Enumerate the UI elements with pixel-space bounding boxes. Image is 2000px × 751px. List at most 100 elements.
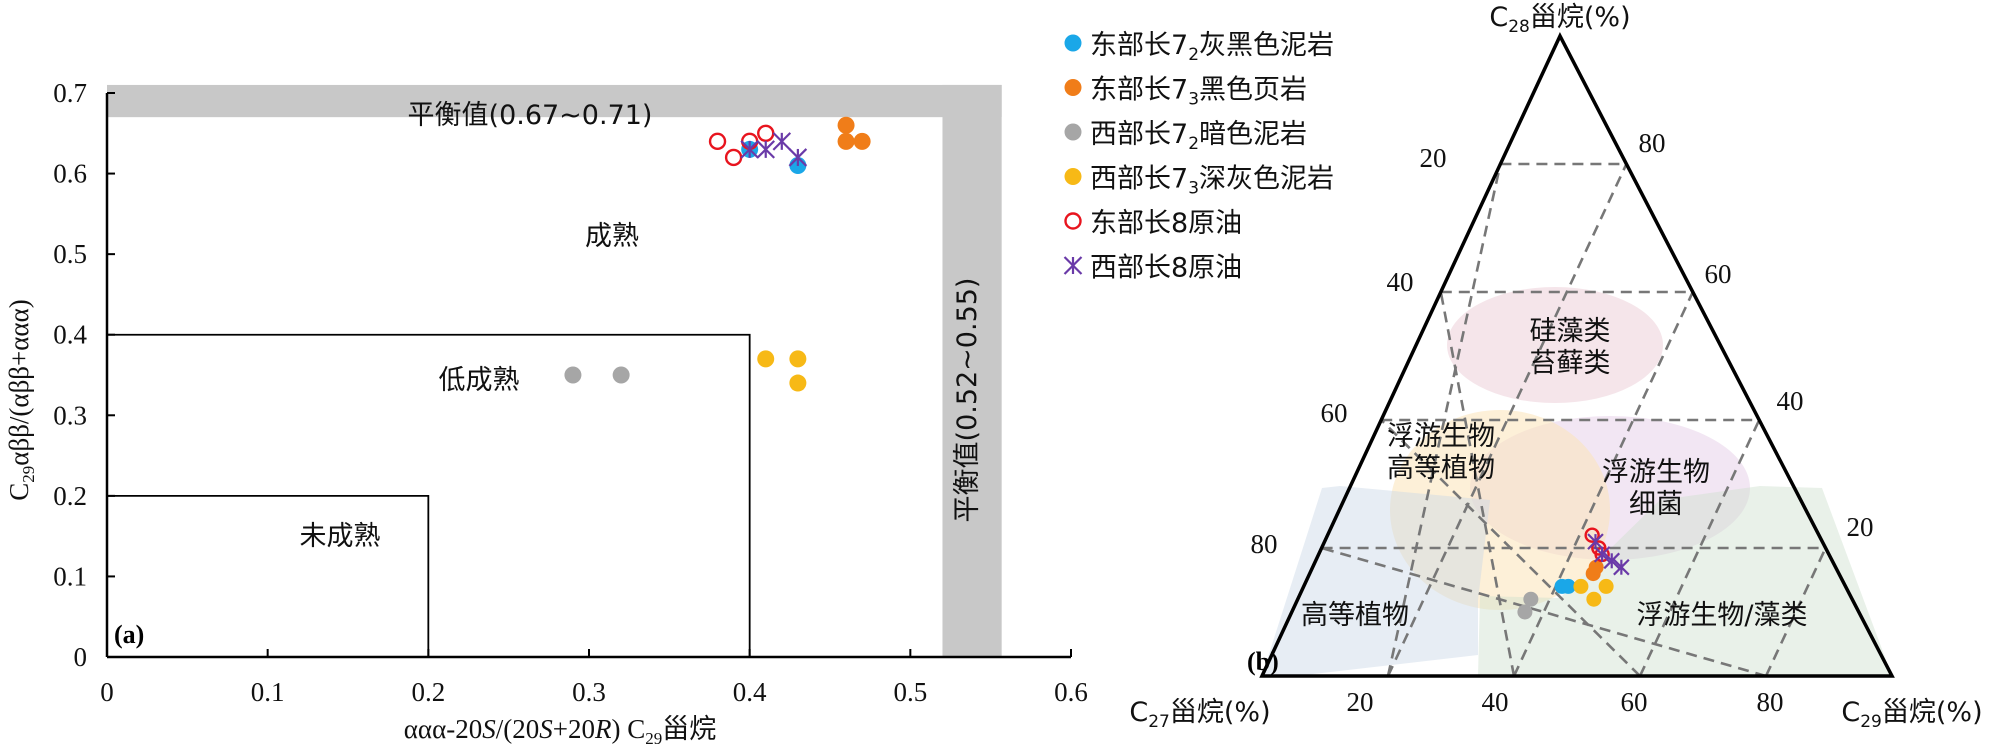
horizontal-band-label: 平衡值(0.67~0.71) — [408, 100, 653, 131]
panel-a-point-series-3 — [789, 374, 807, 392]
region-label-plankton-algae: 浮游生物/藻类 — [1636, 600, 1807, 631]
panel-a-axes — [105, 93, 1071, 659]
y-tick-label: 0.1 — [53, 561, 87, 591]
panel-b-point-series-2 — [1523, 591, 1539, 607]
zone-label-mature: 成熟 — [585, 221, 639, 252]
panel-b-point-series-1 — [1588, 559, 1604, 575]
region-label-higher-plants: 高等植物 — [1301, 600, 1409, 631]
maturity-zone-lines — [107, 333, 751, 657]
legend-marker-dot — [1064, 123, 1082, 141]
panel-b-point-series-5 — [1593, 546, 1611, 563]
panel-b-point-series-3 — [1573, 578, 1589, 594]
legend-marker-ring — [1064, 212, 1082, 230]
y-tick-label: 0 — [74, 642, 88, 672]
panel-a-scatter-chart: 0 0.1 0.2 0.3 0.4 0.5 0.6 0 0.1 0.2 0.3 0.4 0.5 0.6 0.… — [4, 78, 1088, 748]
y-tick-label: 0.6 — [53, 159, 87, 189]
ternary-grid-lines — [1321, 162, 1827, 678]
left-tick-40: 40 — [1387, 267, 1414, 297]
panel-a-point-series-1 — [853, 132, 871, 150]
right-tick-20: 20 — [1847, 512, 1874, 542]
y-tick-label: 0.4 — [53, 320, 87, 350]
x-tick-label: 0.4 — [733, 677, 767, 707]
panel-b-point-series-5 — [1613, 558, 1630, 576]
panel-a-x-axis-title: ααα-20S/(20S+20R) C29甾烷 — [404, 714, 716, 748]
panel-b-point-series-2 — [1517, 604, 1533, 620]
y-tick-label: 0.5 — [53, 239, 87, 269]
panel-b-ternary-chart: 硅藻类 苔藓类 浮游生物 高等植物 浮游生物 细菌 高等植物 浮游生物/藻类 (… — [1129, 2, 1982, 732]
bottom-tick-80: 80 — [1757, 687, 1784, 717]
panel-a-label: (a) — [114, 620, 144, 649]
grid-line-c29 — [1764, 547, 1827, 677]
grid-line-c29 — [1386, 163, 1628, 677]
region-label-plankton-bacteria-line1: 浮游生物 — [1602, 457, 1710, 488]
region-label-diatom-line1: 硅藻类 — [1530, 316, 1611, 347]
vertical-equilibrium-band — [942, 84, 1002, 657]
grid-line-c27 — [1380, 419, 1641, 677]
region-blob-plankton-plant — [1390, 410, 1610, 610]
panel-b-data-points — [1517, 527, 1630, 620]
region-blob-diatom — [1447, 287, 1663, 403]
ternary-frame — [1259, 32, 1895, 678]
region-blob-plankton-algae — [1478, 486, 1892, 676]
x-tick-label: 0.5 — [893, 677, 927, 707]
panel-a-point-series-4 — [708, 132, 727, 151]
panel-b-label: (b) — [1247, 647, 1279, 676]
grid-line-c27 — [1321, 546, 1767, 678]
apex-top-label: C28甾烷(%) — [1489, 2, 1630, 37]
legend-label: 东部长73黑色页岩 — [1090, 75, 1307, 110]
y-tick-label: 0.7 — [53, 78, 87, 108]
x-tick-label: 0.6 — [1054, 677, 1088, 707]
x-tick-label: 0.1 — [251, 677, 285, 707]
panel-a-point-series-3 — [757, 350, 775, 368]
region-label-plankton-plant-line2: 高等植物 — [1387, 453, 1495, 484]
apex-left-label: C27甾烷(%) — [1129, 697, 1270, 732]
panel-a-point-series-5 — [788, 148, 808, 167]
left-tick-80: 80 — [1251, 529, 1278, 559]
region-label-plankton-plant-line1: 浮游生物 — [1387, 421, 1495, 452]
panel-b-point-series-4 — [1584, 527, 1600, 543]
panel-a-point-series-5 — [740, 140, 759, 159]
left-side-ticks: 20 40 60 80 — [1251, 143, 1447, 559]
left-tick-20: 20 — [1420, 143, 1447, 173]
legend-item: 西部长73深灰色泥岩 — [1064, 164, 1334, 199]
region-label-diatom-line2: 苔藓类 — [1530, 348, 1611, 379]
legend-marker-dot — [1064, 79, 1082, 96]
legend-label: 东部长8原油 — [1090, 208, 1242, 239]
right-tick-60: 60 — [1705, 259, 1732, 289]
panel-a-point-series-1 — [837, 132, 855, 150]
equilibrium-bands — [107, 84, 1002, 657]
bottom-tick-40: 40 — [1482, 687, 1509, 717]
grid-line-c27 — [1439, 291, 1516, 677]
legend-label: 西部长72暗色泥岩 — [1090, 119, 1307, 154]
legend-item: 西部长72暗色泥岩 — [1064, 119, 1307, 154]
y-tick-label: 0.3 — [53, 400, 87, 430]
right-tick-40: 40 — [1777, 386, 1804, 416]
panel-b-point-series-5 — [1603, 552, 1621, 570]
zone-boundary-1 — [107, 333, 751, 657]
x-tick-label: 0.3 — [572, 677, 606, 707]
horizontal-equilibrium-band — [107, 84, 1002, 118]
panel-a-point-series-4 — [724, 148, 743, 167]
panel-a-y-axis-title: C29αββ/(αββ+ααα) — [4, 299, 38, 500]
bottom-ticks: 20 40 60 80 — [1347, 687, 1784, 717]
legend-item: 东部长72灰黑色泥岩 — [1064, 30, 1334, 65]
vertical-band-label: 平衡值(0.52~0.55) — [952, 278, 983, 523]
panel-a-ticks: 0 0.1 0.2 0.3 0.4 0.5 0.6 0 0.1 0.2 0.3 0.4 0.5 0.6 0.… — [53, 78, 1088, 707]
panel-a-data-points — [564, 116, 871, 392]
right-side-ticks: 80 60 40 20 — [1639, 128, 1874, 542]
panel-a-point-series-3 — [789, 350, 807, 368]
legend-item: 东部长73黑色页岩 — [1064, 75, 1307, 110]
panel-a-point-series-2 — [612, 366, 630, 384]
legend-label: 西部长8原油 — [1090, 253, 1242, 284]
panel-a-point-series-4 — [757, 124, 775, 142]
region-label-plankton-bacteria-line2: 细菌 — [1629, 489, 1683, 520]
legend-item: 东部长8原油 — [1064, 208, 1242, 239]
ternary-source-regions — [1262, 287, 1892, 676]
panel-b-point-series-3 — [1598, 578, 1614, 594]
legend: 东部长72灰黑色泥岩东部长73黑色页岩西部长72暗色泥岩西部长73深灰色泥岩东部… — [1063, 30, 1334, 284]
legend-marker-star — [1063, 256, 1083, 275]
panel-a-point-series-2 — [564, 366, 582, 384]
panel-a-point-series-1 — [837, 116, 855, 134]
panel-a-point-series-5 — [772, 132, 792, 151]
